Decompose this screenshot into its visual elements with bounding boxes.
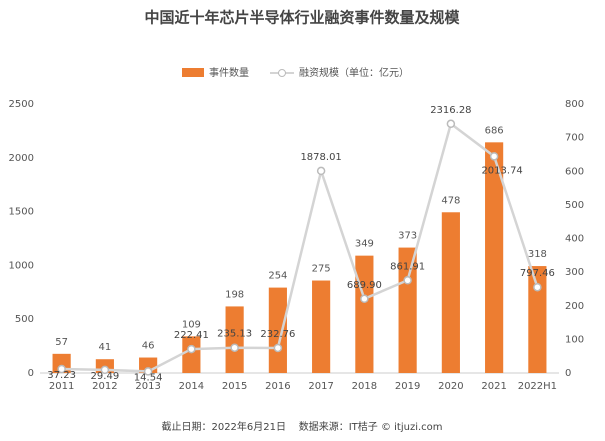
- bar-value-label: 373: [398, 231, 417, 242]
- legend-swatch-marker: [278, 69, 286, 77]
- line-marker: [143, 367, 153, 376]
- bar-value-label: 109: [182, 319, 201, 330]
- legend-label: 融资规模（单位：亿元）: [299, 66, 409, 79]
- y-tick-label: 1000: [9, 260, 34, 271]
- bar-value-label: 275: [312, 264, 331, 275]
- line-value-label: 2316.28: [430, 105, 471, 116]
- bar-value-label: 41: [99, 342, 112, 353]
- bar: [268, 287, 287, 373]
- line-marker: [100, 365, 110, 375]
- y-tick-label: 500: [15, 314, 34, 325]
- y-tick-label: 0: [28, 368, 34, 379]
- line-value-label: 222.41: [174, 330, 209, 341]
- line-value-label: 2013.74: [481, 165, 522, 176]
- x-tick-label: 2018: [352, 381, 377, 392]
- bar: [398, 247, 417, 373]
- y2-tick-label: 0: [565, 368, 571, 379]
- x-tick-label: 2017: [308, 381, 333, 392]
- y2-tick-label: 700: [565, 133, 584, 144]
- line-marker: [230, 343, 239, 352]
- bar-value-label: 318: [528, 249, 547, 260]
- y2-tick-label: 600: [565, 166, 584, 177]
- y2-tick-label: 300: [565, 267, 584, 278]
- chart-title: 中国近十年芯片半导体行业融资事件数量及规模: [144, 9, 460, 27]
- y2-tick-label: 200: [565, 301, 584, 312]
- line-marker: [187, 344, 196, 354]
- y2-tick-label: 100: [565, 334, 584, 345]
- bar-value-label: 478: [441, 195, 460, 206]
- line-value-label: 235.13: [217, 329, 252, 340]
- bar-value-label: 686: [485, 125, 504, 136]
- bar: [182, 336, 201, 373]
- y2-tick-label: 800: [565, 99, 584, 110]
- x-tick-label: 2022H1: [518, 381, 557, 392]
- bar: [355, 255, 374, 373]
- x-tick-label: 2021: [481, 381, 506, 392]
- y-tick-label: 2500: [9, 99, 34, 110]
- line-marker: [57, 364, 66, 374]
- bar: [485, 142, 504, 373]
- bar-value-label: 349: [355, 239, 374, 250]
- bar-value-label: 198: [225, 289, 244, 300]
- line-marker: [533, 282, 542, 292]
- line-marker: [403, 276, 412, 285]
- line: [61, 121, 539, 373]
- y2-tick-label: 500: [565, 200, 584, 211]
- x-tick-label: 2013: [135, 381, 160, 392]
- y-tick-label: 1500: [9, 207, 34, 218]
- line-value-label: 1878.01: [300, 152, 341, 163]
- x-tick-label: 2020: [438, 381, 463, 392]
- line-value-label: 29.49: [91, 371, 120, 382]
- bar: [441, 212, 460, 373]
- line-value-label: 861.91: [390, 261, 425, 272]
- line-value-label: 797.46: [520, 268, 555, 279]
- bar-value-label: 46: [142, 341, 155, 352]
- bar-value-label: 254: [268, 271, 287, 282]
- line-marker: [446, 119, 456, 129]
- legend-label: 事件数量: [209, 66, 249, 79]
- x-tick-label: 2014: [179, 381, 204, 392]
- line-marker: [273, 343, 283, 353]
- bar: [225, 306, 244, 373]
- y-tick-label: 2000: [9, 153, 34, 164]
- footnote: 截止日期：2022年6月21日 数据来源：IT桔子 © itjuzi.com: [161, 420, 442, 433]
- line-value-label: 232.76: [260, 329, 295, 340]
- x-tick-label: 2019: [395, 381, 420, 392]
- x-tick-label: 2016: [265, 381, 290, 392]
- bar-value-label: 57: [55, 337, 68, 348]
- x-tick-label: 2015: [222, 381, 247, 392]
- line-value-label: 14.54: [134, 372, 163, 383]
- line-marker: [489, 152, 499, 161]
- line-value-label: 689.90: [347, 280, 382, 291]
- line-value-label: 37.23: [47, 370, 76, 381]
- x-tick-label: 2012: [92, 381, 117, 392]
- x-tick-label: 2011: [49, 381, 74, 392]
- legend-swatch-bar: [182, 68, 204, 77]
- line-marker: [360, 294, 369, 304]
- bar: [312, 280, 331, 373]
- line-marker: [316, 166, 326, 176]
- bar: [528, 266, 547, 373]
- y2-tick-label: 400: [565, 234, 584, 245]
